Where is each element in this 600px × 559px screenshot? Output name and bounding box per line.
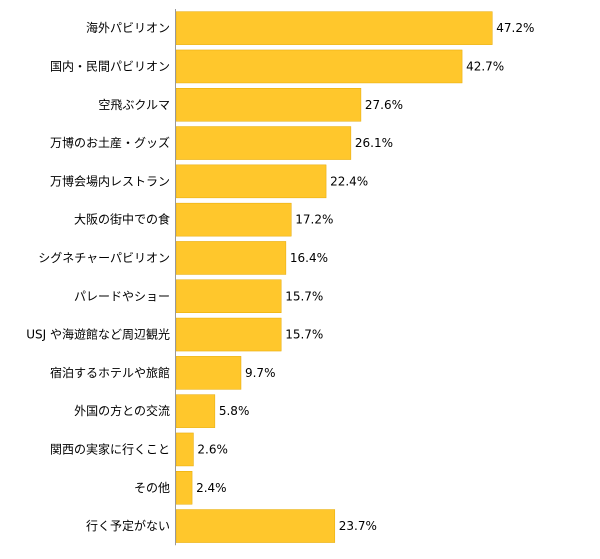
- bar: [175, 126, 352, 160]
- category-label: 宿泊するホテルや旅館: [50, 365, 170, 380]
- value-label: 42.7%: [466, 59, 504, 73]
- bar: [175, 509, 336, 543]
- bar: [175, 164, 327, 199]
- value-label: 15.7%: [285, 328, 323, 342]
- bar: [175, 317, 282, 352]
- bar: [175, 241, 287, 275]
- value-label: 17.2%: [295, 213, 333, 227]
- bars-group: [175, 11, 493, 543]
- bar: [175, 11, 493, 45]
- value-label: 15.7%: [285, 289, 323, 303]
- value-label: 23.7%: [339, 519, 377, 533]
- category-label: USJ や海遊館など周辺観光: [26, 327, 170, 342]
- bar: [175, 356, 242, 390]
- value-label: 22.4%: [330, 174, 368, 188]
- bar: [175, 432, 194, 467]
- value-label: 47.2%: [496, 21, 534, 35]
- category-label: 行く予定がない: [86, 518, 170, 533]
- value-label: 9.7%: [245, 366, 275, 380]
- bar: [175, 49, 463, 84]
- category-label: 空飛ぶクルマ: [98, 98, 170, 112]
- category-label: パレードやショー: [74, 289, 170, 303]
- category-label: 大阪の街中での食: [74, 212, 170, 227]
- bar: [175, 202, 292, 237]
- value-label: 2.4%: [196, 481, 227, 495]
- value-label: 26.1%: [355, 136, 393, 150]
- value-label: 16.4%: [290, 251, 328, 265]
- value-label: 27.6%: [365, 98, 403, 112]
- bar: [175, 279, 282, 313]
- category-label: 万博会場内レストラン: [50, 173, 170, 188]
- bar: [175, 394, 216, 428]
- value-label: 2.6%: [197, 442, 228, 456]
- category-label: 万博のお土産・グッズ: [50, 135, 170, 150]
- category-label: 外国の方との交流: [74, 403, 170, 418]
- value-label: 5.8%: [219, 404, 250, 418]
- category-label: 国内・民間パビリオン: [50, 59, 170, 73]
- category-label: 関西の実家に行くこと: [50, 441, 170, 456]
- category-label: その他: [134, 481, 170, 495]
- category-label: 海外パビリオン: [86, 20, 170, 35]
- category-label: シグネチャーパビリオン: [38, 251, 170, 265]
- bar: [175, 88, 362, 122]
- category-labels: 海外パビリオン国内・民間パビリオン空飛ぶクルマ万博のお土産・グッズ万博会場内レス…: [26, 20, 170, 533]
- value-labels: 47.2% 42.7% 27.6% 26.1% 22.4% 17.2% 16.4% 15.7%…: [196, 21, 534, 533]
- bar: [175, 471, 193, 505]
